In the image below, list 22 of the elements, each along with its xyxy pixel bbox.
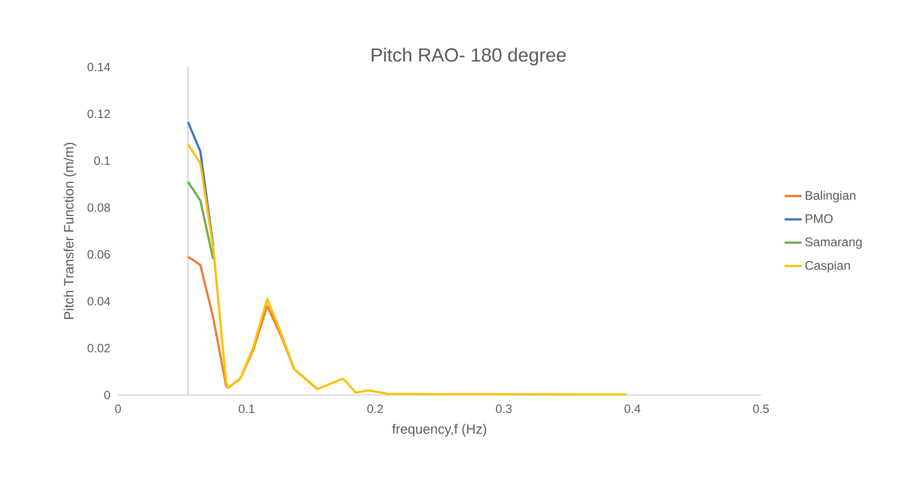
line-series — [186, 143, 628, 396]
chart-title: Pitch RAO- 180 degree — [372, 48, 566, 66]
x-tick-label: 0 — [115, 404, 121, 414]
y-tick-label: 0.08 — [88, 203, 110, 212]
legend-label: Samarang — [805, 238, 862, 249]
x-tick-label: 0.2 — [367, 404, 383, 414]
legend-label: Caspian — [805, 260, 850, 272]
x-tick-label: 0.4 — [624, 404, 640, 414]
y-tick-label: 0.14 — [88, 62, 110, 72]
legend-label: PMO — [806, 214, 833, 224]
x-tick-label: 0.5 — [753, 404, 769, 414]
y-tick-label: 0 — [104, 390, 110, 400]
y-tick-label: 0.12 — [88, 110, 110, 118]
legend-label: Balingian — [806, 190, 856, 202]
x-tick-label: 0.1 — [238, 404, 254, 414]
x-tick-label: 0.3 — [496, 404, 512, 414]
y-tick-label: 0.1 — [94, 156, 110, 165]
y-axis-title: Pitch Transfer Function (m/m) — [64, 142, 76, 319]
x-axis-title: frequency,f (Hz) — [392, 424, 486, 436]
y-tick-label: 0.02 — [88, 344, 110, 352]
y-tick-label: 0.06 — [88, 250, 110, 259]
y-tick-label: 0.04 — [88, 297, 110, 306]
